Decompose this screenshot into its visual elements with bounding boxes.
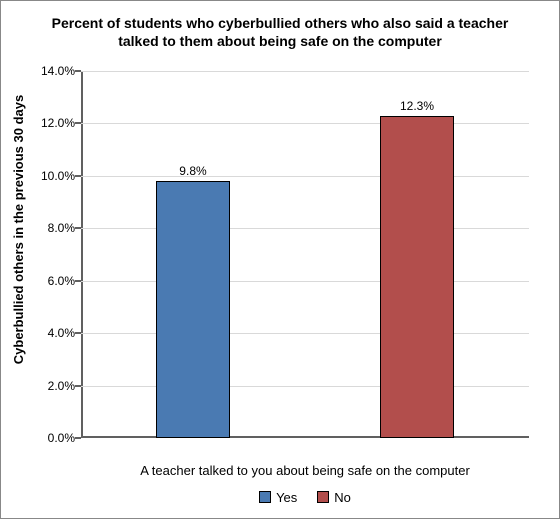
legend-swatch <box>259 491 271 503</box>
bar-yes: 9.8% <box>156 181 230 438</box>
bar-no: 12.3% <box>380 116 454 438</box>
ytick-mark <box>75 280 81 282</box>
gridline <box>81 71 529 72</box>
ytick-mark <box>75 70 81 72</box>
chart-container: Percent of students who cyberbullied oth… <box>0 0 560 519</box>
ytick-mark <box>75 122 81 124</box>
ytick-mark <box>75 437 81 439</box>
gridline <box>81 333 529 334</box>
legend-item-no: No <box>317 490 351 505</box>
x-axis-label: A teacher talked to you about being safe… <box>81 463 529 478</box>
legend-item-yes: Yes <box>259 490 297 505</box>
ytick-mark <box>75 332 81 334</box>
bar-value-label: 12.3% <box>400 99 434 117</box>
gridline <box>81 228 529 229</box>
plot-area: 0.0%2.0%4.0%6.0%8.0%10.0%12.0%14.0%9.8%1… <box>81 71 529 438</box>
legend-label: No <box>334 490 351 505</box>
gridline <box>81 123 529 124</box>
gridline <box>81 386 529 387</box>
legend: Yes No <box>81 490 529 507</box>
y-axis-label-wrap: Cyberbullied others in the previous 30 d… <box>9 1 29 458</box>
chart-title: Percent of students who cyberbullied oth… <box>1 15 559 50</box>
ytick-mark <box>75 385 81 387</box>
legend-label: Yes <box>276 490 297 505</box>
x-axis-line <box>81 436 529 438</box>
ytick-mark <box>75 227 81 229</box>
legend-swatch <box>317 491 329 503</box>
gridline <box>81 281 529 282</box>
bar-value-label: 9.8% <box>179 164 206 182</box>
y-axis-line <box>81 71 83 438</box>
gridline <box>81 176 529 177</box>
ytick-mark <box>75 175 81 177</box>
y-axis-label: Cyberbullied others in the previous 30 d… <box>12 95 27 364</box>
